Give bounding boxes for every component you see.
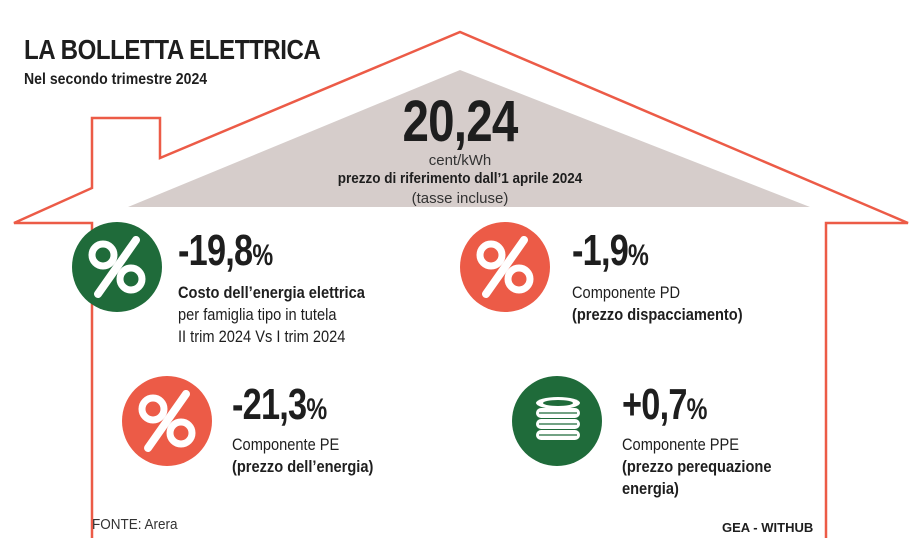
ppe-component-change: +0,7% (622, 380, 707, 430)
pe-component-line1: Componente PE (232, 435, 340, 454)
energy-cost-line1: Costo dell’energia elettrica (178, 283, 365, 302)
page-title: LA BOLLETTA ELETTRICA (24, 34, 321, 65)
percent-sign: % (306, 393, 327, 426)
percent-sign: % (252, 239, 273, 272)
reference-price-description: prezzo di riferimento dall’1 aprile 2024 (337, 170, 583, 187)
pd-component-label: Componente PD (prezzo dispacciamento) (572, 282, 743, 326)
energy-cost-change: -19,8% (178, 226, 273, 276)
pd-component-value: -1,9 (572, 226, 629, 275)
percent-icon (72, 222, 162, 312)
page-subtitle: Nel secondo trimestre 2024 (24, 71, 208, 88)
pe-component-label: Componente PE (prezzo dell’energia) (232, 434, 373, 478)
pe-component-change: -21,3% (232, 380, 327, 430)
source-note: FONTE: Arera (92, 516, 178, 533)
reference-price-note: (tasse incluse) (411, 190, 509, 207)
reference-price-unit: cent/kWh (428, 152, 492, 169)
ppe-component-label: Componente PPE (prezzo perequazione ener… (622, 434, 771, 500)
percent-icon (460, 222, 550, 312)
pe-component-value: -21,3 (232, 380, 307, 429)
energy-cost-line3: II trim 2024 Vs I trim 2024 (178, 327, 346, 346)
pd-component-change: -1,9% (572, 226, 649, 276)
reference-price-value: 20,24 (402, 89, 519, 154)
pd-component-line1: Componente PD (572, 283, 681, 302)
ppe-component-value: +0,7 (622, 380, 687, 429)
coins-icon (512, 376, 602, 466)
percent-sign: % (628, 239, 649, 272)
percent-sign: % (686, 393, 708, 426)
pe-component-line2: (prezzo dell’energia) (232, 457, 374, 476)
house-outline (13, 30, 909, 538)
pd-component-line2: (prezzo dispacciamento) (572, 305, 743, 324)
ppe-component-line3: energia) (622, 479, 679, 498)
energy-cost-line2: per famiglia tipo in tutela (178, 305, 337, 324)
ppe-component-line1: Componente PPE (622, 435, 740, 454)
credit-label: GEA - WITHUB (722, 520, 814, 535)
energy-cost-label: Costo dell’energia elettrica per famigli… (178, 282, 365, 348)
percent-icon (122, 376, 212, 466)
ppe-component-line2: (prezzo perequazione (622, 457, 772, 476)
energy-cost-value: -19,8 (178, 226, 253, 275)
roof-fill (128, 70, 810, 207)
